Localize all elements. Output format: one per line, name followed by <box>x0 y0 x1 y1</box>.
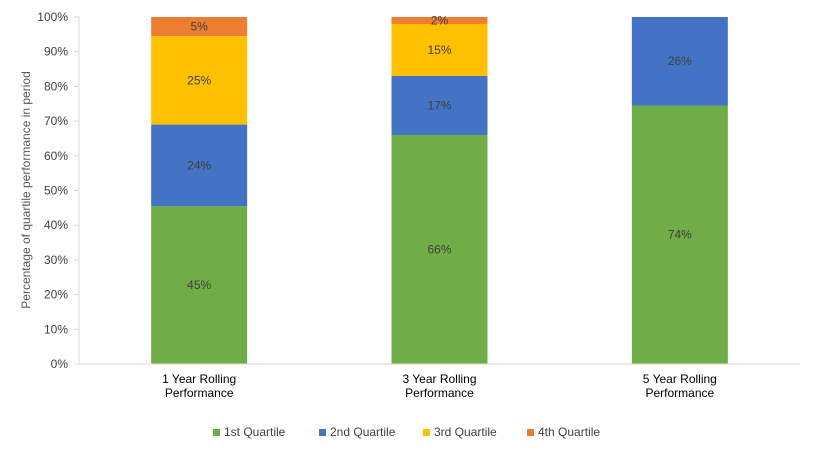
bar-segment <box>631 105 728 365</box>
legend-swatch <box>319 429 326 436</box>
y-axis-ticks: 0% 10% 20% 30% 40% 50% 60% 70% 80% 90% 100% <box>37 10 79 371</box>
legend-label: 3rd Quartile <box>434 425 497 439</box>
x-category-label: Performance <box>165 386 234 400</box>
data-label: 45% <box>187 278 211 292</box>
data-label: 26% <box>668 54 692 68</box>
legend-swatch <box>213 429 220 436</box>
y-tick-label: 80% <box>44 79 68 93</box>
bar-segment <box>151 36 248 125</box>
x-category-label: Performance <box>405 386 474 400</box>
legend: 1st Quartile 2nd Quartile 3rd Quartile 4th … <box>213 425 600 439</box>
data-label: 74% <box>668 228 692 242</box>
legend-label: 1st Quartile <box>224 425 286 439</box>
x-category-label: 3 Year Rolling <box>402 372 476 386</box>
y-tick-label: 10% <box>44 322 68 336</box>
data-label: 25% <box>187 73 211 87</box>
bar-segment <box>631 17 728 106</box>
axes <box>78 17 800 365</box>
x-category-label: 5 Year Rolling <box>643 372 717 386</box>
y-tick-label: 20% <box>44 288 68 302</box>
data-label: 24% <box>187 158 211 172</box>
data-label: 17% <box>427 98 451 112</box>
y-tick-label: 90% <box>44 45 68 59</box>
y-tick-label: 50% <box>44 184 68 198</box>
data-label: 2% <box>431 13 449 27</box>
bar-segment <box>151 206 248 364</box>
data-label: 15% <box>427 43 451 57</box>
x-category-label: Performance <box>645 386 714 400</box>
legend-label: 2nd Quartile <box>330 425 396 439</box>
legend-swatch <box>423 429 430 436</box>
bar-segment <box>391 17 488 24</box>
y-tick-label: 100% <box>37 10 68 24</box>
y-tick-label: 70% <box>44 114 68 128</box>
y-tick-label: 40% <box>44 218 68 232</box>
data-label: 66% <box>427 242 451 256</box>
bar-segment <box>391 134 488 364</box>
bar-segment <box>151 124 248 207</box>
y-tick-label: 30% <box>44 253 68 267</box>
y-axis-title: Percentage of quartile performance in pe… <box>19 71 33 308</box>
y-axis-label-group: Percentage of quartile performance in pe… <box>19 71 33 308</box>
data-label: 5% <box>190 20 208 34</box>
bar-segment <box>151 17 248 37</box>
legend-swatch <box>527 429 534 436</box>
bar-segment <box>391 75 488 135</box>
bars: 45% 24% 25% 5% 66% 17% 15% 2% 74% 26% <box>151 13 728 365</box>
x-category-label: 1 Year Rolling <box>162 372 236 386</box>
bar-segment <box>391 23 488 76</box>
legend-label: 4th Quartile <box>538 425 600 439</box>
y-tick-label: 0% <box>51 357 69 371</box>
y-tick-label: 60% <box>44 149 68 163</box>
